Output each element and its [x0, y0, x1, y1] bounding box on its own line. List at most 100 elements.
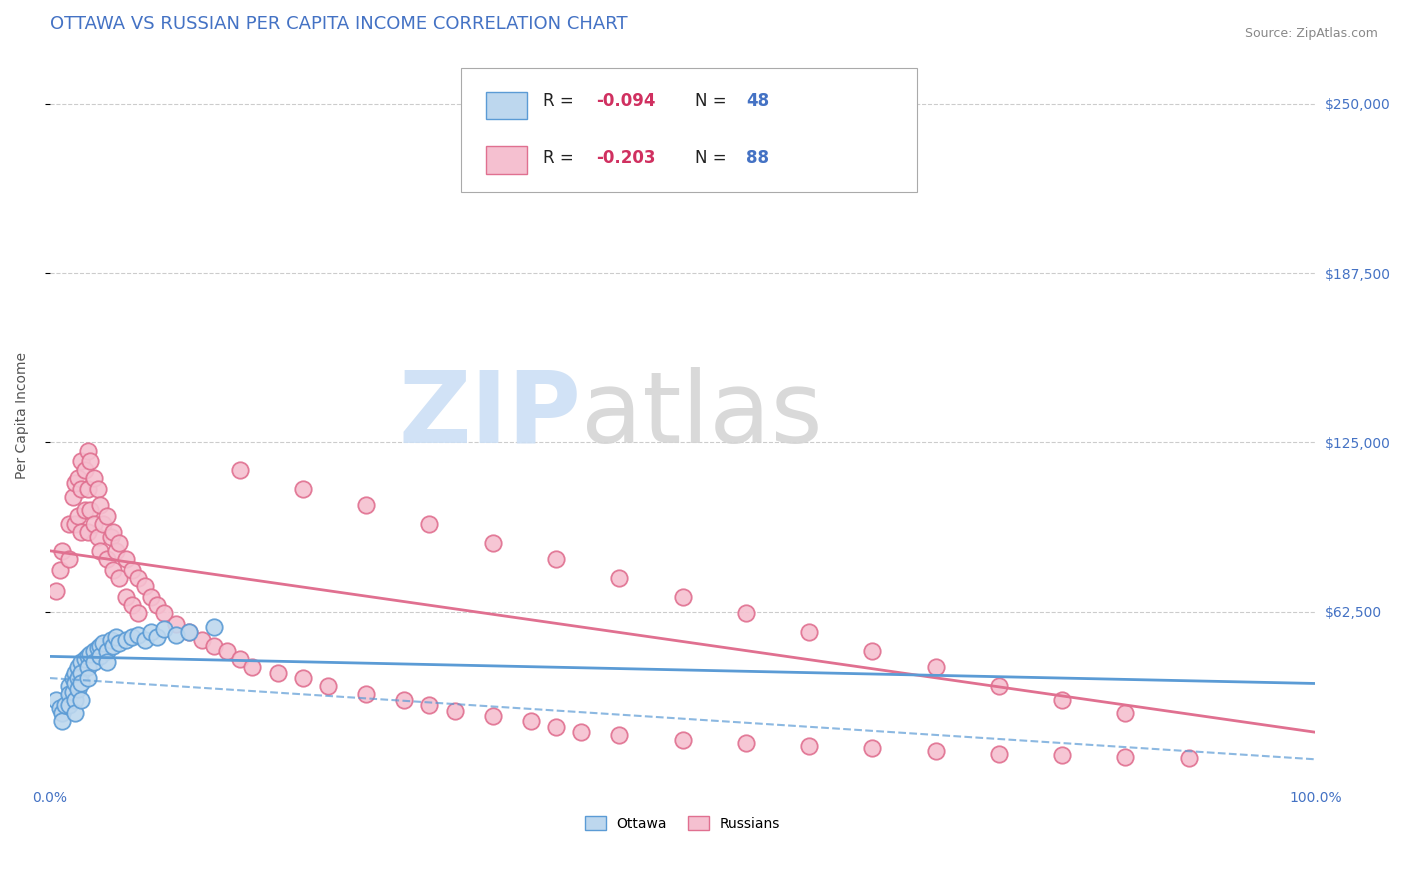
Point [76, 671, 98, 685]
FancyBboxPatch shape [461, 68, 917, 193]
Point [58, 516, 80, 531]
Point [101, 563, 124, 577]
Point [152, 623, 174, 637]
Point [987, 679, 1010, 693]
Point [139, 625, 162, 640]
Point [418, 698, 440, 713]
Point [100, 530, 122, 544]
Point [121, 563, 143, 577]
Point [96, 508, 118, 523]
Point [76, 524, 98, 539]
Point [70, 482, 93, 496]
Point [70, 524, 93, 539]
Text: 88: 88 [745, 149, 769, 167]
Text: N =: N = [695, 149, 733, 167]
Point [79, 454, 101, 468]
Point [121, 598, 143, 612]
Point [114, 552, 136, 566]
Point [671, 733, 693, 747]
Point [89, 498, 111, 512]
Point [63, 665, 86, 680]
Point [70, 454, 93, 468]
Point [127, 606, 149, 620]
Point [101, 639, 124, 653]
Point [104, 543, 127, 558]
Text: -0.203: -0.203 [596, 149, 657, 167]
Point [45, 692, 67, 706]
Point [49, 701, 72, 715]
Point [83, 644, 105, 658]
Point [177, 625, 200, 640]
Point [76, 482, 98, 496]
Point [228, 462, 250, 476]
Point [190, 633, 212, 648]
Point [734, 736, 756, 750]
Text: Source: ZipAtlas.com: Source: ZipAtlas.com [1244, 27, 1378, 40]
Point [215, 644, 238, 658]
Point [63, 706, 86, 721]
Point [62, 671, 84, 685]
Point [62, 684, 84, 698]
Text: OTTAWA VS RUSSIAN PER CAPITA INCOME CORRELATION CHART: OTTAWA VS RUSSIAN PER CAPITA INCOME CORR… [49, 15, 627, 33]
Point [53, 698, 76, 713]
Point [66, 471, 89, 485]
Point [79, 647, 101, 661]
Point [63, 516, 86, 531]
Point [114, 633, 136, 648]
Point [165, 628, 187, 642]
Text: -0.094: -0.094 [596, 92, 657, 110]
Point [924, 744, 946, 758]
Point [418, 516, 440, 531]
Point [860, 644, 883, 658]
Point [1114, 749, 1136, 764]
Point [108, 571, 131, 585]
Point [481, 535, 503, 549]
Point [127, 628, 149, 642]
Point [75, 503, 97, 517]
Point [51, 543, 73, 558]
Point [1114, 706, 1136, 721]
Point [108, 535, 131, 549]
Point [51, 706, 73, 721]
Point [177, 625, 200, 640]
Point [91, 516, 114, 531]
Point [83, 655, 105, 669]
Point [58, 687, 80, 701]
Point [45, 584, 67, 599]
Point [146, 631, 169, 645]
Point [66, 660, 89, 674]
Point [63, 676, 86, 690]
Point [91, 636, 114, 650]
Point [96, 655, 118, 669]
Point [443, 704, 465, 718]
Point [70, 665, 93, 680]
Point [860, 741, 883, 756]
Point [734, 606, 756, 620]
Text: N =: N = [695, 92, 733, 110]
Point [83, 471, 105, 485]
Point [87, 482, 110, 496]
Point [152, 606, 174, 620]
Point [114, 590, 136, 604]
Point [797, 739, 820, 753]
FancyBboxPatch shape [486, 92, 527, 120]
Point [76, 660, 98, 674]
Text: R =: R = [543, 92, 579, 110]
Point [1050, 692, 1073, 706]
Point [66, 508, 89, 523]
Point [70, 692, 93, 706]
Point [63, 692, 86, 706]
Point [146, 598, 169, 612]
Point [354, 498, 377, 512]
Point [87, 641, 110, 656]
Point [987, 747, 1010, 761]
Point [96, 552, 118, 566]
Point [228, 652, 250, 666]
Point [797, 625, 820, 640]
Point [202, 639, 225, 653]
Y-axis label: Per Capita Income: Per Capita Income [15, 352, 30, 479]
Point [89, 649, 111, 664]
Point [83, 516, 105, 531]
Point [76, 649, 98, 664]
Point [266, 665, 288, 680]
